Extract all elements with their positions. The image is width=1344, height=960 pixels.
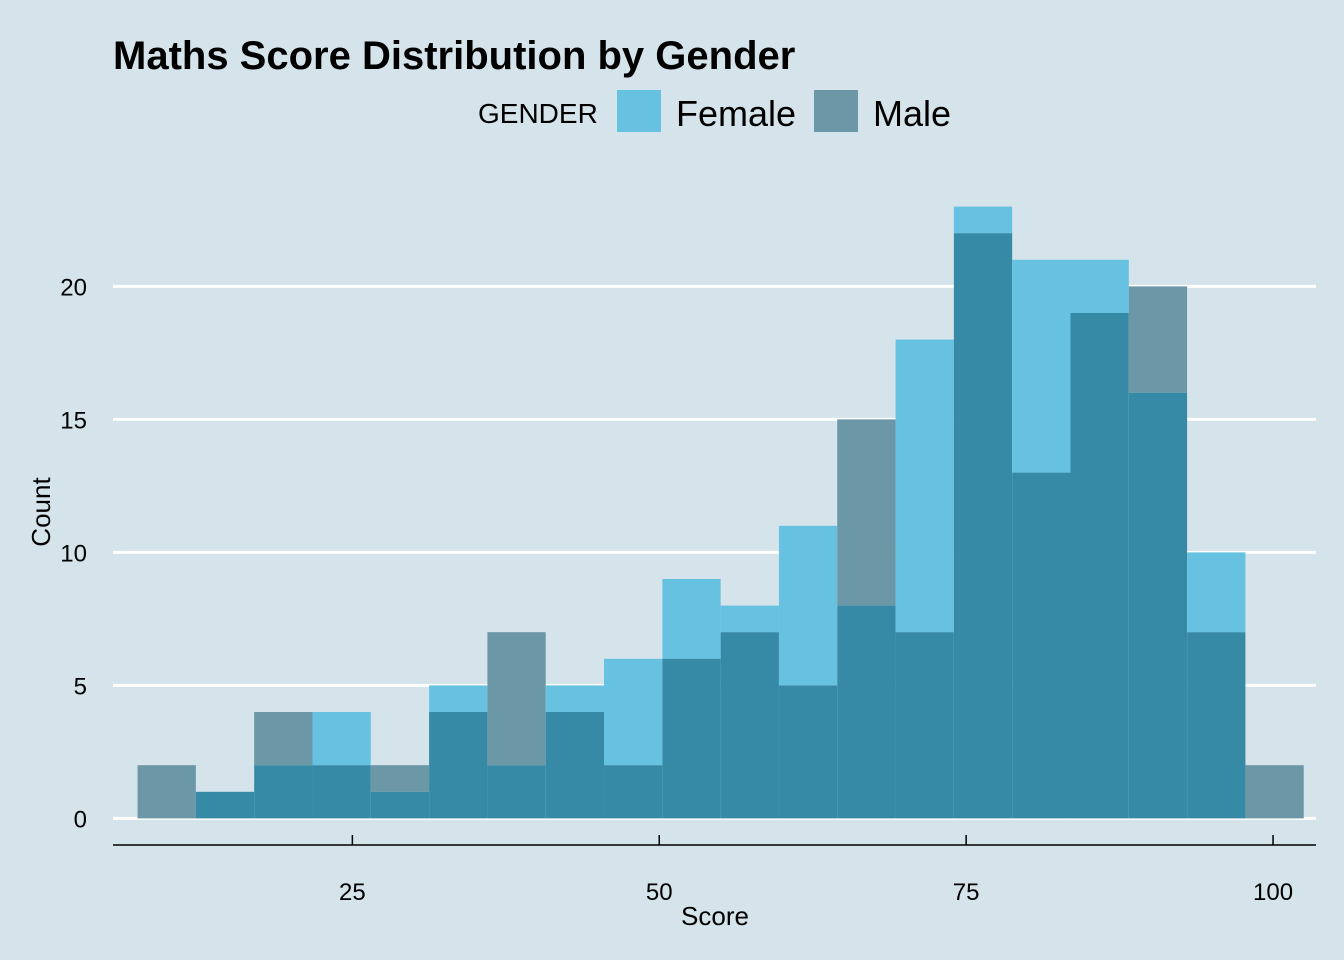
bar-male-6 [487,632,546,766]
bar-overlap-5 [429,712,488,819]
x-tick-label-50: 50 [646,879,673,906]
legend-label-female: Female [676,93,796,134]
bar-overlap-6 [487,765,546,819]
bar-overlap-11 [778,685,838,819]
bar-overlap-2 [254,765,313,819]
bar-overlap-12 [837,605,896,819]
y-tick-label-0: 0 [74,806,87,833]
legend: GENDER Female Male [478,90,951,134]
bar-female-9 [662,579,721,659]
legend-swatch-male [814,90,858,132]
x-axis-title: Score [681,901,749,931]
y-axis: 0 5 10 15 20 [60,274,87,833]
bar-male-12 [837,419,896,606]
legend-title: GENDER [478,98,598,129]
x-tick-label-25: 25 [339,879,366,906]
bar-female-10 [720,605,779,633]
bar-female-16 [1070,259,1129,313]
bar-overlap-9 [662,658,721,819]
bar-female-18 [1187,552,1246,633]
bar-male-4 [370,765,430,792]
bar-female-7 [545,685,605,712]
bar-female-15 [1012,259,1071,473]
legend-swatch-female [617,90,661,132]
bar-male-2 [254,712,313,766]
bar-overlap-10 [720,632,779,819]
x-tick-label-100: 100 [1253,879,1293,906]
bar-overlap-8 [604,765,663,819]
y-axis-title: Count [26,477,56,547]
bar-male-17 [1128,286,1188,393]
y-tick-label-10: 10 [60,540,87,567]
legend-label-male: Male [873,93,951,134]
bar-overlap-14 [953,233,1013,819]
x-tick-label-75: 75 [953,879,980,906]
y-tick-label-15: 15 [60,407,87,434]
chart-title: Maths Score Distribution by Gender [113,34,795,78]
bar-overlap-7 [545,712,605,819]
bar-female-5 [429,685,488,712]
x-axis: 25 50 75 100 [339,835,1293,906]
bar-overlap-17 [1128,392,1188,819]
bar-overlap-3 [312,765,371,819]
bar-male-0 [137,765,196,819]
bar-female-3 [312,712,371,766]
bar-female-13 [895,339,954,633]
bar-overlap-16 [1070,313,1129,819]
bar-female-8 [604,658,663,766]
y-tick-label-20: 20 [60,274,87,301]
bar-female-11 [778,525,838,686]
bar-male-19 [1245,765,1304,819]
bar-overlap-18 [1187,632,1246,819]
bar-overlap-1 [195,791,255,819]
bar-female-14 [953,206,1013,234]
y-tick-label-5: 5 [74,673,87,700]
bars [137,206,1304,819]
bar-overlap-15 [1012,472,1071,819]
bar-overlap-4 [370,791,430,819]
bar-overlap-13 [895,632,954,819]
